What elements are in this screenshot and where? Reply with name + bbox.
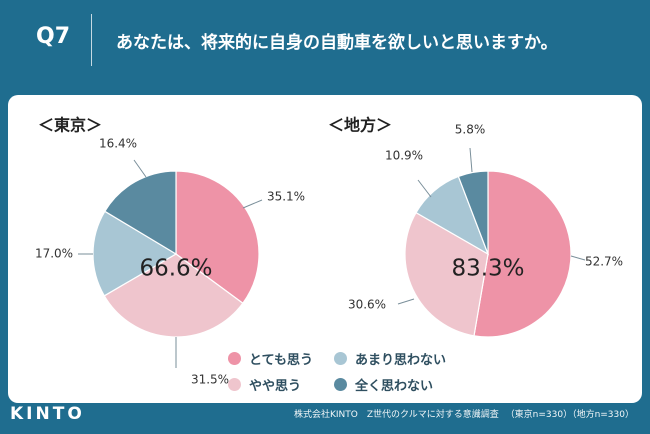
- slice-value-label: 16.4%: [99, 137, 137, 151]
- question-text: あなたは、将来的に自身の自動車を欲しいと思いますか。: [116, 33, 558, 53]
- legend-item-somewhat: やや思う: [228, 375, 301, 394]
- kinto-logo: KINTO: [10, 404, 85, 424]
- pie-slice-tokyo-1: [103, 253, 244, 338]
- pie-slice-regional-0: [473, 170, 572, 338]
- legend-label: 全く思わない: [355, 379, 434, 394]
- leader-line: [397, 298, 415, 305]
- pie-slice-tokyo-2: [92, 210, 178, 297]
- legend: とても思う あまり思わない やや思う 全く思わない: [222, 345, 482, 397]
- slice-value-label: 35.1%: [267, 190, 305, 204]
- legend-swatch: [334, 352, 347, 365]
- slice-value-label: 52.7%: [585, 255, 623, 269]
- header-bar: Q7 あなたは、将来的に自身の自動車を欲しいと思いますか。: [0, 0, 650, 78]
- pie-slice-tokyo-3: [104, 170, 177, 256]
- leader-line: [469, 147, 473, 173]
- slice-value-label: 10.9%: [385, 149, 423, 163]
- legend-label: やや思う: [249, 379, 302, 394]
- pie-slice-regional-3: [457, 170, 489, 255]
- pie-slice-tokyo-0: [175, 170, 260, 305]
- legend-label: とても思う: [249, 353, 313, 368]
- slice-value-label: 5.8%: [455, 123, 486, 137]
- leader-line: [242, 199, 263, 209]
- leader-line: [417, 179, 432, 198]
- center-total-label: 83.3%: [451, 256, 524, 282]
- footer-source: 株式会社KINTO Z世代のクルマに対する意識調査: [293, 410, 499, 420]
- header-divider: [91, 14, 92, 66]
- slice-value-label: 17.0%: [35, 247, 73, 261]
- center-total-label: 66.6%: [139, 256, 212, 282]
- leader-line: [570, 255, 586, 261]
- question-number: Q7: [36, 24, 71, 49]
- legend-label: あまり思わない: [355, 353, 447, 368]
- pie-slice-regional-1: [404, 211, 489, 337]
- footer-sample: （東京n=330）（地方n=330）: [505, 410, 634, 420]
- legend-swatch: [228, 378, 241, 391]
- chart-title: ＜地方＞: [328, 116, 392, 135]
- legend-swatch: [334, 378, 347, 391]
- chart-title: ＜東京＞: [38, 116, 102, 135]
- leader-line: [133, 159, 147, 178]
- legend-swatch: [228, 352, 241, 365]
- slice-value-label: 31.5%: [191, 373, 229, 387]
- footer-note: 株式会社KINTO Z世代のクルマに対する意識調査 （東京n=330）（地方n=…: [290, 407, 634, 420]
- legend-item-not-at-all: 全く思わない: [334, 375, 433, 394]
- legend-item-very: とても思う: [228, 349, 313, 368]
- legend-item-not-really: あまり思わない: [334, 349, 446, 368]
- slice-value-label: 30.6%: [348, 298, 386, 312]
